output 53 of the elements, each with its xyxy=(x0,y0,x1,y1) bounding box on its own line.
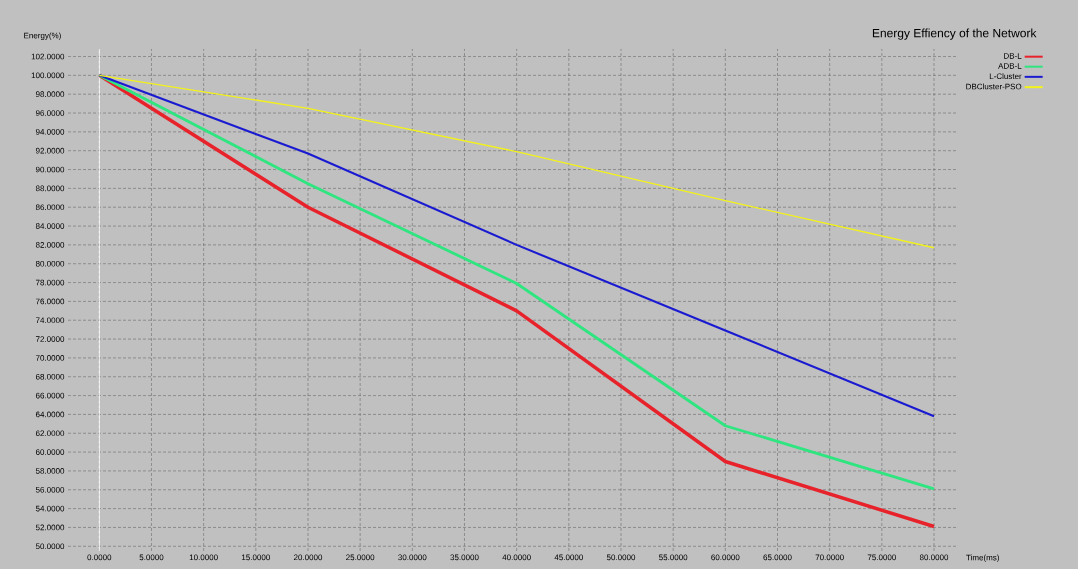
y-tick-label: 62.0000 xyxy=(35,430,65,437)
y-tick-label: 74.0000 xyxy=(35,317,65,324)
x-tick-label: 10.0000 xyxy=(189,554,218,561)
x-tick-label: 30.0000 xyxy=(398,554,427,561)
y-tick-label: 96.0000 xyxy=(35,110,65,116)
y-tick-label: 52.0000 xyxy=(35,524,65,531)
y-tick-label: 60.0000 xyxy=(35,449,65,455)
x-tick-label: 15.0000 xyxy=(241,554,270,561)
x-tick-label: 60.0000 xyxy=(711,554,740,561)
y-tick-label: 92.0000 xyxy=(35,147,65,154)
y-tick-label: 68.0000 xyxy=(35,373,65,380)
y-tick-label: 70.0000 xyxy=(35,355,65,361)
x-tick-label: 20.0000 xyxy=(293,554,323,561)
y-tick-label: 102.0000 xyxy=(31,53,65,60)
y-tick-label: 56.0000 xyxy=(35,486,65,493)
y-tick-label: 78.0000 xyxy=(35,279,65,286)
x-tick-label: 0.0000 xyxy=(87,554,112,561)
x-tick-label: 50.0000 xyxy=(606,554,636,561)
y-tick-label: 88.0000 xyxy=(35,185,65,192)
x-tick-label: 55.0000 xyxy=(659,554,688,561)
y-tick-label: 72.0000 xyxy=(35,336,65,342)
y-tick-label: 90.0000 xyxy=(35,166,65,173)
line-series xyxy=(98,74,936,418)
y-tick-label: 50.0000 xyxy=(35,543,65,550)
legend-label: ADB-L xyxy=(998,63,1022,69)
y-tick-label: 66.0000 xyxy=(35,392,65,399)
y-tick-label: 100.0000 xyxy=(31,72,65,79)
y-tick-label: 82.0000 xyxy=(35,242,65,248)
legend-label: DB-L xyxy=(1004,53,1022,59)
x-tick-label: 25.0000 xyxy=(346,554,375,561)
y-tick-label: 76.0000 xyxy=(35,298,65,305)
x-tick-label: 70.0000 xyxy=(815,554,844,561)
y-tick-label: 84.0000 xyxy=(35,223,65,229)
x-tick-label: 80.0000 xyxy=(919,554,949,561)
y-tick-label: 98.0000 xyxy=(35,91,65,98)
x-axis-title: Time(ms) xyxy=(966,554,999,562)
legend-label: DBCluster-PSO xyxy=(966,83,1022,90)
y-axis-title: Energy(%) xyxy=(24,32,61,40)
y-tick-label: 64.0000 xyxy=(35,411,65,418)
y-tick-label: 54.0000 xyxy=(35,505,65,512)
y-tick-label: 58.0000 xyxy=(35,468,65,474)
x-tick-label: 45.0000 xyxy=(554,554,583,561)
x-tick-label: 75.0000 xyxy=(867,554,896,561)
x-tick-label: 35.0000 xyxy=(450,554,479,561)
x-tick-label: 65.0000 xyxy=(763,554,792,561)
y-tick-label: 94.0000 xyxy=(35,129,65,135)
x-tick-label: 40.0000 xyxy=(502,554,531,561)
chart-title: Energy Effiency of the Network xyxy=(872,28,1037,40)
legend-label: L-Cluster xyxy=(989,73,1022,80)
line-series xyxy=(98,74,935,249)
x-tick-label: 5.0000 xyxy=(139,554,164,561)
y-tick-label: 80.0000 xyxy=(35,260,65,267)
y-tick-label: 86.0000 xyxy=(35,204,65,211)
